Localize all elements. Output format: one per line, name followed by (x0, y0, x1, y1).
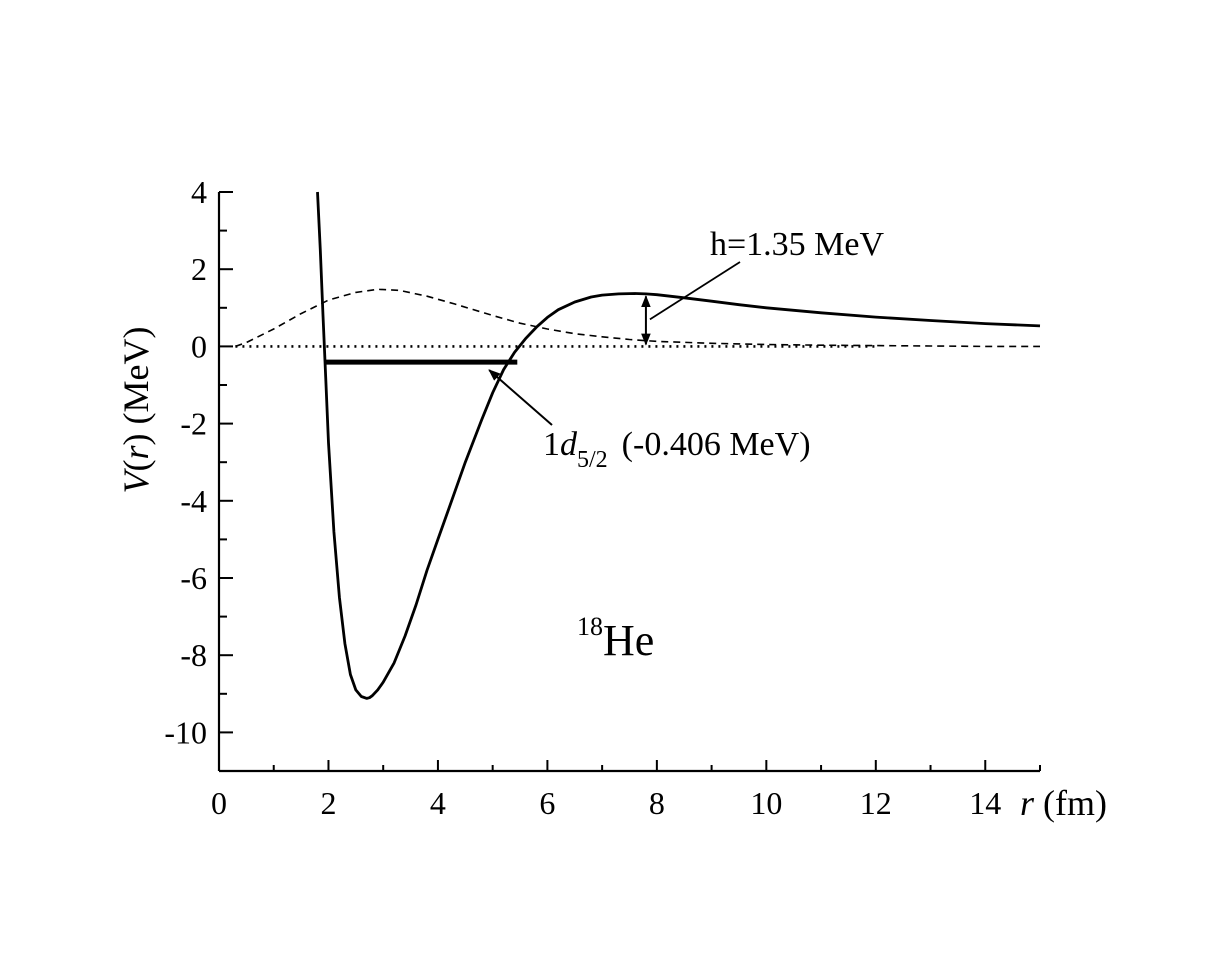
x-tick-label: 4 (430, 785, 446, 821)
level-label-value: (-0.406 MeV) (622, 426, 811, 463)
y-tick-label: -6 (180, 560, 207, 596)
nucleus-mass-number: 18 (577, 612, 603, 641)
level-label-prefix: 1 (543, 426, 560, 463)
y-tick-label: 0 (191, 328, 207, 364)
x-axis-var: r (1020, 783, 1035, 823)
series-layer (235, 191, 1041, 700)
nucleus-label: 18He (577, 612, 654, 665)
level-label: 1d5/2 (-0.406 MeV) (543, 426, 811, 473)
barrier-height-label: h=1.35 MeV (710, 226, 884, 263)
y-axis-paren-open: ( (116, 459, 156, 471)
x-ticks: 0 2 4 6 8 10 12 14 (211, 760, 1041, 821)
nucleus-symbol: He (603, 616, 654, 665)
level-label-orbital: d (560, 426, 578, 463)
annotation-layer (488, 261, 741, 426)
y-tick-label: 2 (191, 251, 207, 287)
x-tick-label: 0 (211, 785, 227, 821)
y-axis-label: V(r) (MeV) (116, 327, 156, 494)
y-axis-func: V (116, 467, 156, 493)
x-axis-space (1034, 783, 1043, 823)
x-tick-label: 8 (649, 785, 665, 821)
y-tick-label: -2 (180, 406, 207, 442)
y-tick-label: 4 (191, 174, 207, 210)
barrier-leader-line (649, 261, 741, 321)
series-line-solid (316, 191, 1041, 700)
y-axis-paren-close: ) (116, 424, 156, 445)
y-tick-label: -8 (180, 637, 207, 673)
x-tick-label: 14 (969, 785, 1001, 821)
x-tick-label: 10 (750, 785, 782, 821)
x-axis-unit: (fm) (1043, 783, 1107, 823)
axes (217, 192, 1040, 773)
x-tick-label: 6 (539, 785, 555, 821)
level-pointer-arrow (488, 369, 553, 426)
level-label-subscript: 5/2 (577, 447, 608, 473)
series-line-dashed (235, 288, 1040, 348)
x-tick-label: 2 (320, 785, 336, 821)
y-axis-arg: r (116, 444, 156, 459)
y-ticks: 4 2 0 -2 -4 -6 -8 -10 (164, 174, 233, 772)
y-tick-label: -10 (164, 714, 207, 750)
y-axis-unit: (MeV) (116, 327, 156, 425)
x-axis-label: r (fm) (1020, 783, 1107, 823)
x-tick-label: 12 (860, 785, 892, 821)
y-tick-label: -4 (180, 483, 207, 519)
